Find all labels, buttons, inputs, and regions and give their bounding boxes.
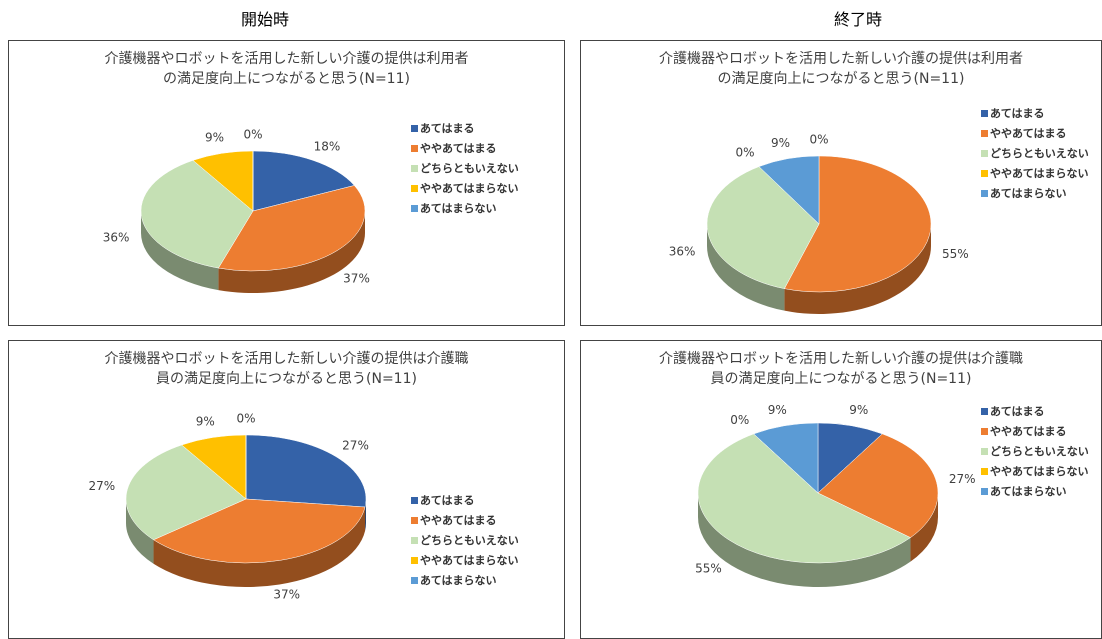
data-label: 55% xyxy=(695,562,722,576)
legend-swatch xyxy=(411,145,418,152)
legend-label: どちらともいえない xyxy=(420,162,519,175)
data-label: 0% xyxy=(736,146,755,160)
legend-swatch xyxy=(981,488,988,495)
legend-label: ややあてはまる xyxy=(990,127,1067,140)
chart: 9% 27% 55% 0% 9% あてはまるややあてはまるどちらともいえないややあてはまら… xyxy=(695,403,1089,587)
legend-swatch xyxy=(981,150,988,157)
legend-label: あてはまる xyxy=(420,494,475,507)
data-label: 18% xyxy=(314,139,341,153)
legend-swatch xyxy=(411,497,418,504)
pie-slice xyxy=(217,185,366,272)
data-label: 0% xyxy=(809,133,828,147)
chart-panel: 27% 37% 27% 9% 0% あてはまるややあてはまるどちらともいえない ややあてはま… xyxy=(8,340,565,639)
pie-slice xyxy=(140,160,254,269)
legend-swatch xyxy=(411,165,418,172)
legend-label: どちらともいえない xyxy=(420,534,519,547)
legend-swatch xyxy=(981,130,988,137)
legend-label: どちらともいえない xyxy=(990,147,1089,160)
pie-side xyxy=(141,211,219,291)
legend-swatch xyxy=(981,468,988,475)
legend-swatch xyxy=(411,125,418,132)
chart-title: 介護機器やロボットを活用した新しい介護の提供は利用者の満足度向上につながると思う… xyxy=(104,51,469,87)
data-label: 37% xyxy=(273,588,300,602)
data-label: 37% xyxy=(343,271,370,285)
legend-swatch xyxy=(411,517,418,524)
legend-label: あてはまらない xyxy=(420,202,497,215)
data-label: 9% xyxy=(196,415,215,429)
column-header: 開始時 xyxy=(240,10,289,29)
chart-title: 介護機器やロボットを活用した新しい介護の提供は介護職員の満足度向上につながると思… xyxy=(659,351,1023,387)
legend-swatch xyxy=(981,170,988,177)
data-label: 36% xyxy=(103,231,130,245)
legend-swatch xyxy=(981,408,988,415)
pie-side xyxy=(784,224,931,314)
legend-label: ややあてはまらない xyxy=(990,167,1089,180)
data-label: 27% xyxy=(88,479,115,493)
pie-slice xyxy=(153,498,366,564)
legend-swatch xyxy=(981,190,988,197)
pie-slice xyxy=(784,155,932,293)
data-label: 0% xyxy=(730,413,749,427)
pie-slice xyxy=(125,444,247,541)
pie-slice xyxy=(753,422,819,494)
chart: 0% 55% 36% 0% 9% あてはまるややあてはまるどちらともいえないややあてはまら… xyxy=(669,107,1089,314)
pie-slice xyxy=(758,155,820,225)
legend-label: どちらともいえない xyxy=(990,445,1089,458)
data-label: 9% xyxy=(771,136,790,150)
pie-side xyxy=(153,507,366,587)
pie-side xyxy=(126,499,154,564)
pie-side xyxy=(698,493,911,587)
legend-swatch xyxy=(981,428,988,435)
data-label: 0% xyxy=(236,412,255,426)
chart: 18% 37% 36% 9% 0% あてはまるややあてはまるどちらともいえないややあてはま… xyxy=(103,122,519,293)
legend-label: ややあてはまる xyxy=(420,142,497,155)
legend-label: あてはまる xyxy=(990,405,1045,418)
legend-swatch xyxy=(411,537,418,544)
legend-label: ややあてはまらない xyxy=(420,182,519,195)
chart-title: 介護機器やロボットを活用した新しい介護の提供は介護職員の満足度向上につながると思… xyxy=(104,351,469,387)
legend-label: ややあてはまらない xyxy=(990,465,1089,478)
pie-slice xyxy=(697,433,911,564)
column-header: 終了時 xyxy=(833,10,882,29)
pie-slice xyxy=(252,150,355,212)
legend-label: あてはまる xyxy=(990,107,1045,120)
pie-slice xyxy=(245,434,367,508)
legend-swatch xyxy=(981,110,988,117)
pie-side xyxy=(218,211,365,293)
legend-swatch xyxy=(411,557,418,564)
data-label: 27% xyxy=(342,439,369,453)
legend-label: あてはまらない xyxy=(990,485,1067,498)
legend-swatch xyxy=(411,185,418,192)
chart-panel: 0% 55% 36% 0% 9% あてはまるややあてはまるどちらともいえない ややあてはまら… xyxy=(580,40,1102,326)
legend-label: あてはまる xyxy=(420,122,475,135)
data-label: 9% xyxy=(205,131,224,145)
data-label: 27% xyxy=(949,472,976,486)
chart-panel: 18% 37% 36% 9% 0% あてはまるややあてはまるどちらともいえない ややあてはま… xyxy=(8,40,565,326)
chart-panel: 9% 27% 55% 0% 9% あてはまるややあてはまるどちらともいえない ややあてはまら… xyxy=(580,340,1102,639)
legend-swatch xyxy=(411,577,418,584)
data-label: 55% xyxy=(942,247,969,261)
data-label: 36% xyxy=(669,245,696,259)
legend-swatch xyxy=(411,205,418,212)
pie-side xyxy=(707,224,785,311)
data-label: 0% xyxy=(243,128,262,142)
data-label: 9% xyxy=(768,403,787,417)
legend-label: ややあてはまる xyxy=(420,514,497,527)
legend-label: あてはまらない xyxy=(420,574,497,587)
pie-side xyxy=(910,493,938,562)
pie-slice xyxy=(817,433,939,538)
legend-swatch xyxy=(981,448,988,455)
legend-label: ややあてはまる xyxy=(990,425,1067,438)
legend-label: あてはまらない xyxy=(990,187,1067,200)
chart: 27% 37% 27% 9% 0% あてはまるややあてはまるどちらともいえないややあてはま… xyxy=(88,412,519,602)
legend-label: ややあてはまらない xyxy=(420,554,519,567)
chart-title: 介護機器やロボットを活用した新しい介護の提供は利用者の満足度向上につながると思う… xyxy=(659,51,1023,87)
data-label: 9% xyxy=(849,403,868,417)
pie-slice xyxy=(706,166,820,289)
